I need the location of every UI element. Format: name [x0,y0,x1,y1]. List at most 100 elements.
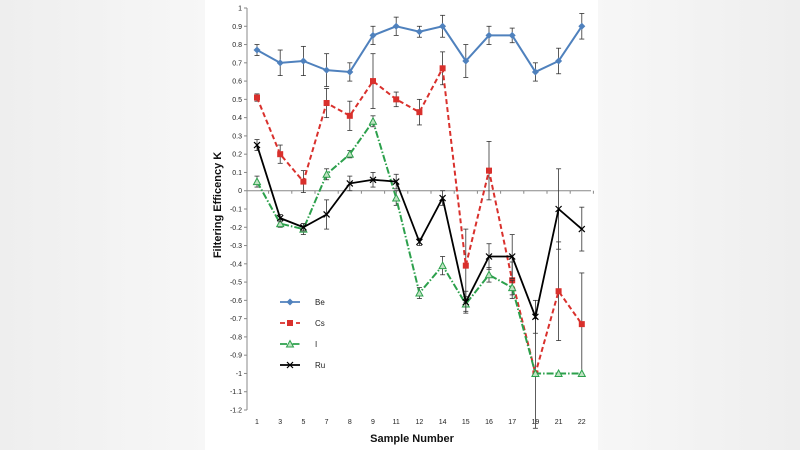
point-ru [462,298,470,306]
x-marker-stroke [346,179,354,187]
point-be [462,57,470,65]
x-marker-stroke [555,205,563,213]
x-marker-stroke [508,253,516,260]
point-i [531,368,540,377]
point-i [438,261,447,270]
y-tick-label: -1.2 [230,408,242,415]
legend-label-cs: Cs [315,319,325,328]
point-ru [276,214,284,222]
point-cs [300,178,307,185]
x-marker-stroke [369,176,377,184]
y-tick-label: 0.3 [232,133,242,140]
legend-label-ru: Ru [315,361,325,370]
point-ru [323,211,331,218]
point-i [345,149,355,158]
y-axis-title: Filtering Efficency K [212,152,224,258]
point-be [531,68,539,76]
point-ru [508,253,516,260]
series-be [253,13,586,87]
point-be [323,66,331,74]
y-tick-label: 0.7 [232,60,242,67]
x-tick-label: 7 [325,419,329,426]
point-cs [277,151,284,158]
y-tick-label: 0.8 [232,42,242,49]
y-tick-label: 0.2 [232,152,242,159]
y-tick-label: -0.7 [230,316,242,323]
point-cs [462,262,469,269]
x-marker-stroke [276,214,284,222]
series-ru [253,139,586,334]
legend-marker-be [286,298,294,306]
x-tick-label: 12 [416,419,424,426]
point-be [578,22,586,30]
point-i [275,219,285,228]
point-i [484,270,494,279]
x-tick-label: 11 [393,419,400,426]
point-i [391,193,401,202]
point-i [252,177,262,186]
y-tick-label: -1.1 [230,389,242,396]
point-ru [415,238,423,246]
point-i [322,169,331,178]
point-cs [254,94,260,101]
y-tick-label: 0.4 [232,115,242,122]
point-cs [323,100,330,107]
x-marker-stroke [485,253,493,260]
legend-marker-cs [287,320,293,326]
legend-item-ru: Ru [280,361,325,370]
x-marker-stroke [439,194,447,202]
point-be [555,57,563,65]
point-ru [439,194,447,202]
y-tick-label: -0.3 [230,243,242,250]
point-be [392,22,400,30]
point-cs [393,96,400,103]
y-tick-label: -0.1 [230,207,242,214]
y-tick-label: -0.9 [230,353,242,360]
point-cs [346,112,353,119]
point-cs [370,78,376,85]
x-marker-stroke [392,178,400,186]
point-be [415,28,423,36]
point-i [368,116,378,125]
point-cs [416,109,423,116]
y-tick-label: -0.4 [230,261,242,268]
x-marker-stroke [578,225,586,233]
legend-item-i: I [280,339,317,349]
y-tick-label: 1 [238,6,242,13]
point-ru [299,223,307,231]
y-tick-label: 0.1 [232,170,242,177]
point-ru [578,225,586,233]
x-axis-title: Sample Number [370,433,454,445]
point-ru [531,313,539,321]
y-tick-label: -1 [236,371,242,378]
x-tick-label: 21 [555,419,563,426]
point-ru [485,253,493,260]
point-i [507,283,517,292]
point-be [369,31,377,39]
x-marker-stroke [323,211,331,218]
series-group [252,13,587,429]
y-tick-label: 0.6 [232,79,242,86]
x-marker-stroke [286,361,294,369]
y-tick-label: 0.5 [232,97,242,104]
x-tick-label: 17 [508,419,516,426]
point-cs [578,321,585,328]
series-line-i [256,119,582,375]
x-tick-label: 22 [578,419,586,426]
x-marker-stroke [462,298,470,306]
x-marker-stroke [253,141,261,149]
blurred-background-left [0,0,205,450]
point-cs [555,288,562,295]
point-ru [392,178,400,186]
legend: Be Cs I Ru [280,298,325,370]
point-i [577,368,587,377]
legend-label-i: I [315,340,317,349]
x-marker-stroke [299,223,307,231]
x-tick-label: 16 [485,419,493,426]
y-tick-label: -0.8 [230,334,242,341]
y-axis-ticks: 1 0.9 0.8 0.7 0.6 0.5 0.4 0.3 0.2 0.1 0 -0.1 -0.2 -0.… [230,6,247,415]
x-marker-stroke [531,313,539,321]
y-tick-label: 0.9 [232,24,242,31]
